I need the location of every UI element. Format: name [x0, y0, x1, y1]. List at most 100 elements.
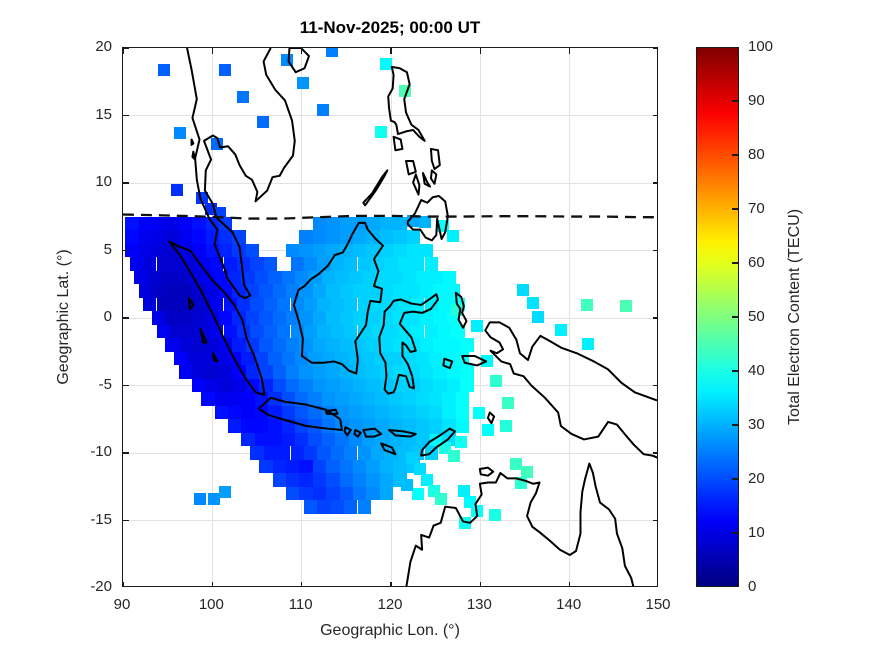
tec-cell: [357, 297, 371, 312]
tec-cell: [366, 365, 380, 379]
tec-cell: [460, 338, 474, 352]
tec-cell: [321, 270, 336, 285]
tick-mark: [390, 48, 392, 54]
tec-cell: [277, 324, 291, 339]
tick-mark: [653, 317, 657, 319]
tec-cell: [303, 446, 318, 460]
tec-cell: [286, 365, 300, 379]
tec-cell: [388, 405, 403, 420]
tec-cell: [379, 473, 394, 487]
tec-cell: [263, 446, 278, 460]
tec-cell: [619, 299, 632, 312]
tec-cell: [205, 338, 220, 352]
colorbar-tick-label: 10: [748, 524, 765, 541]
tec-cell: [125, 230, 139, 244]
tec-cell: [411, 487, 424, 500]
colorbar-tick-mark: [732, 154, 738, 156]
colorbar-tick-mark: [732, 424, 738, 426]
tec-cell: [232, 284, 246, 298]
tec-cell: [379, 459, 394, 474]
tec-cell: [245, 365, 260, 379]
tec-cell: [268, 351, 282, 366]
tec-cell: [241, 432, 255, 447]
tec-cell: [375, 392, 389, 406]
tec-cell: [152, 243, 166, 258]
tec-cell: [326, 311, 340, 325]
tec-cell: [424, 324, 438, 339]
tick-mark: [300, 582, 303, 586]
tec-cell: [223, 297, 237, 312]
tec-cell: [335, 351, 349, 366]
tec-cell: [428, 405, 443, 420]
coastline: [191, 150, 197, 161]
colorbar-tick-mark: [732, 262, 738, 264]
axis-ticks: [123, 48, 657, 586]
tick-mark: [653, 452, 657, 454]
tec-cell: [415, 432, 429, 447]
tec-cell: [326, 48, 339, 57]
tick-mark: [123, 317, 129, 319]
tec-cell: [250, 297, 264, 312]
tick-mark: [568, 582, 571, 586]
tec-cell: [411, 257, 425, 271]
tec-cell: [379, 230, 394, 244]
tec-cell: [245, 338, 260, 352]
tec-cell: [379, 216, 394, 231]
tec-cell: [384, 324, 398, 339]
tec-cell: [241, 392, 255, 406]
tec-cell: [353, 473, 367, 487]
tec-cell: [312, 338, 327, 352]
coastline: [486, 411, 496, 425]
tec-cell: [321, 392, 336, 406]
tec-cell: [205, 284, 220, 298]
tec-cell: [195, 191, 208, 204]
tec-cell: [299, 459, 313, 474]
colorbar-tick-mark: [732, 532, 738, 534]
coastline: [454, 291, 468, 329]
tec-cell: [178, 284, 193, 298]
tec-cell: [294, 392, 309, 406]
coastline: [380, 442, 397, 456]
tec-cell: [183, 324, 197, 339]
tec-cell: [196, 257, 211, 271]
tec-cell: [375, 270, 389, 285]
tec-cell: [272, 459, 287, 474]
x-tick-label: 140: [556, 596, 582, 613]
tick-mark: [123, 249, 129, 252]
tec-cell: [263, 324, 278, 339]
tec-cell: [250, 257, 264, 271]
tec-cell: [326, 378, 340, 393]
tick-mark: [123, 519, 129, 522]
tec-cell: [348, 405, 362, 420]
tec-cell: [326, 216, 340, 231]
colorbar-tick-label: 0: [748, 578, 757, 595]
tec-cell: [393, 459, 407, 474]
x-tick-label: 120: [377, 596, 403, 613]
tec-cell: [236, 297, 251, 312]
tec-cell: [241, 270, 255, 285]
tec-cell: [321, 432, 336, 447]
tec-cell: [201, 392, 215, 406]
tec-cell: [353, 243, 367, 258]
tec-cell: [330, 257, 345, 271]
tec-cell: [152, 311, 166, 325]
tec-cell: [174, 127, 187, 140]
tec-cell: [312, 230, 327, 244]
tec-cell: [241, 419, 255, 433]
map-plot-area: [122, 47, 658, 587]
tec-cell: [312, 284, 327, 298]
tec-cell: [165, 284, 179, 298]
tec-cell: [272, 311, 287, 325]
tec-cell: [219, 311, 233, 325]
tec-cell: [379, 378, 394, 393]
tec-cell: [308, 432, 322, 447]
tec-cell: [473, 406, 486, 419]
tec-cell: [335, 405, 349, 420]
tec-cell: [361, 392, 376, 406]
coastline: [412, 173, 421, 196]
coastline: [199, 328, 208, 344]
tec-cell: [326, 338, 340, 352]
tec-cell: [339, 311, 354, 325]
colorbar-tick-label: 100: [748, 38, 774, 55]
tec-cell: [388, 270, 403, 285]
